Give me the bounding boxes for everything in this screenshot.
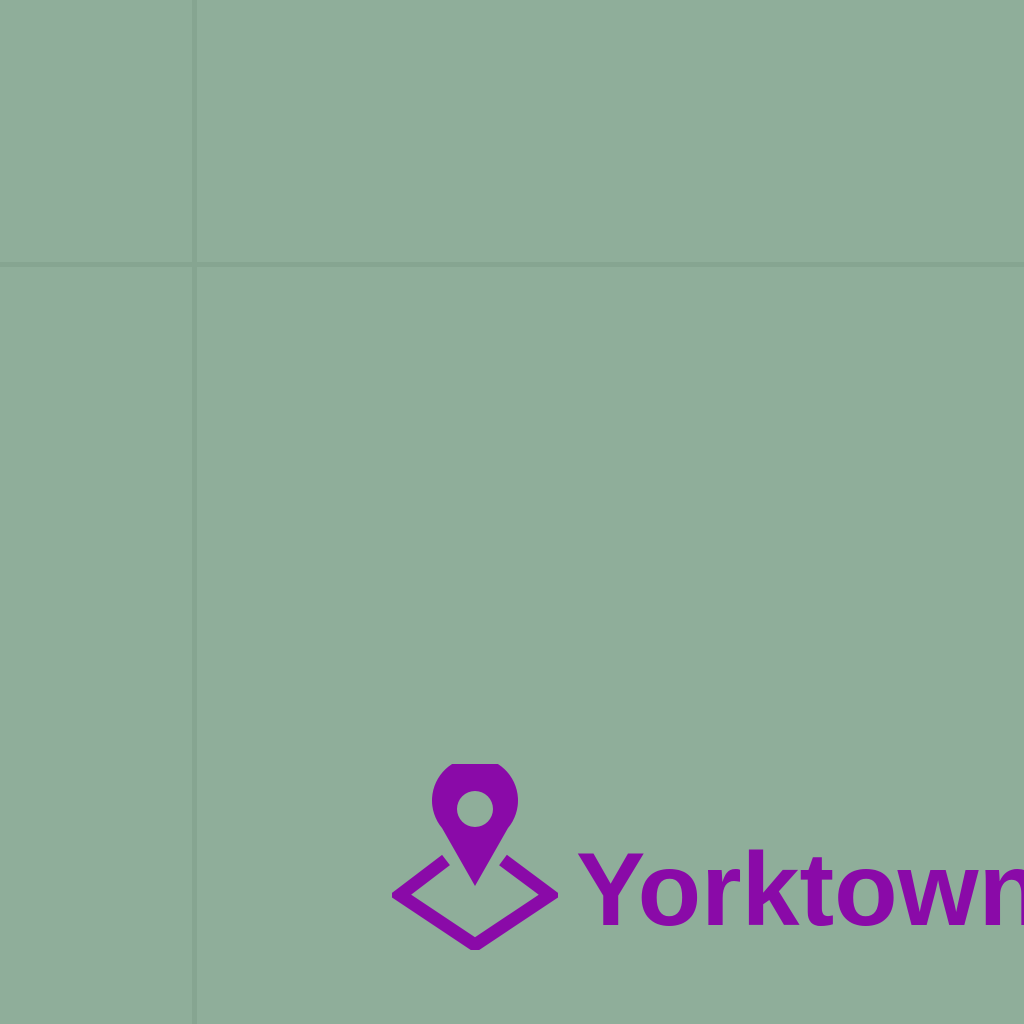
map-gridline-vertical [192,0,197,1024]
place-pin-icon [392,764,558,950]
place-label: Yorktown [576,832,1024,948]
map-gridline-horizontal [0,262,1024,267]
place-marker-yorktown[interactable]: Yorktown [392,764,1024,954]
